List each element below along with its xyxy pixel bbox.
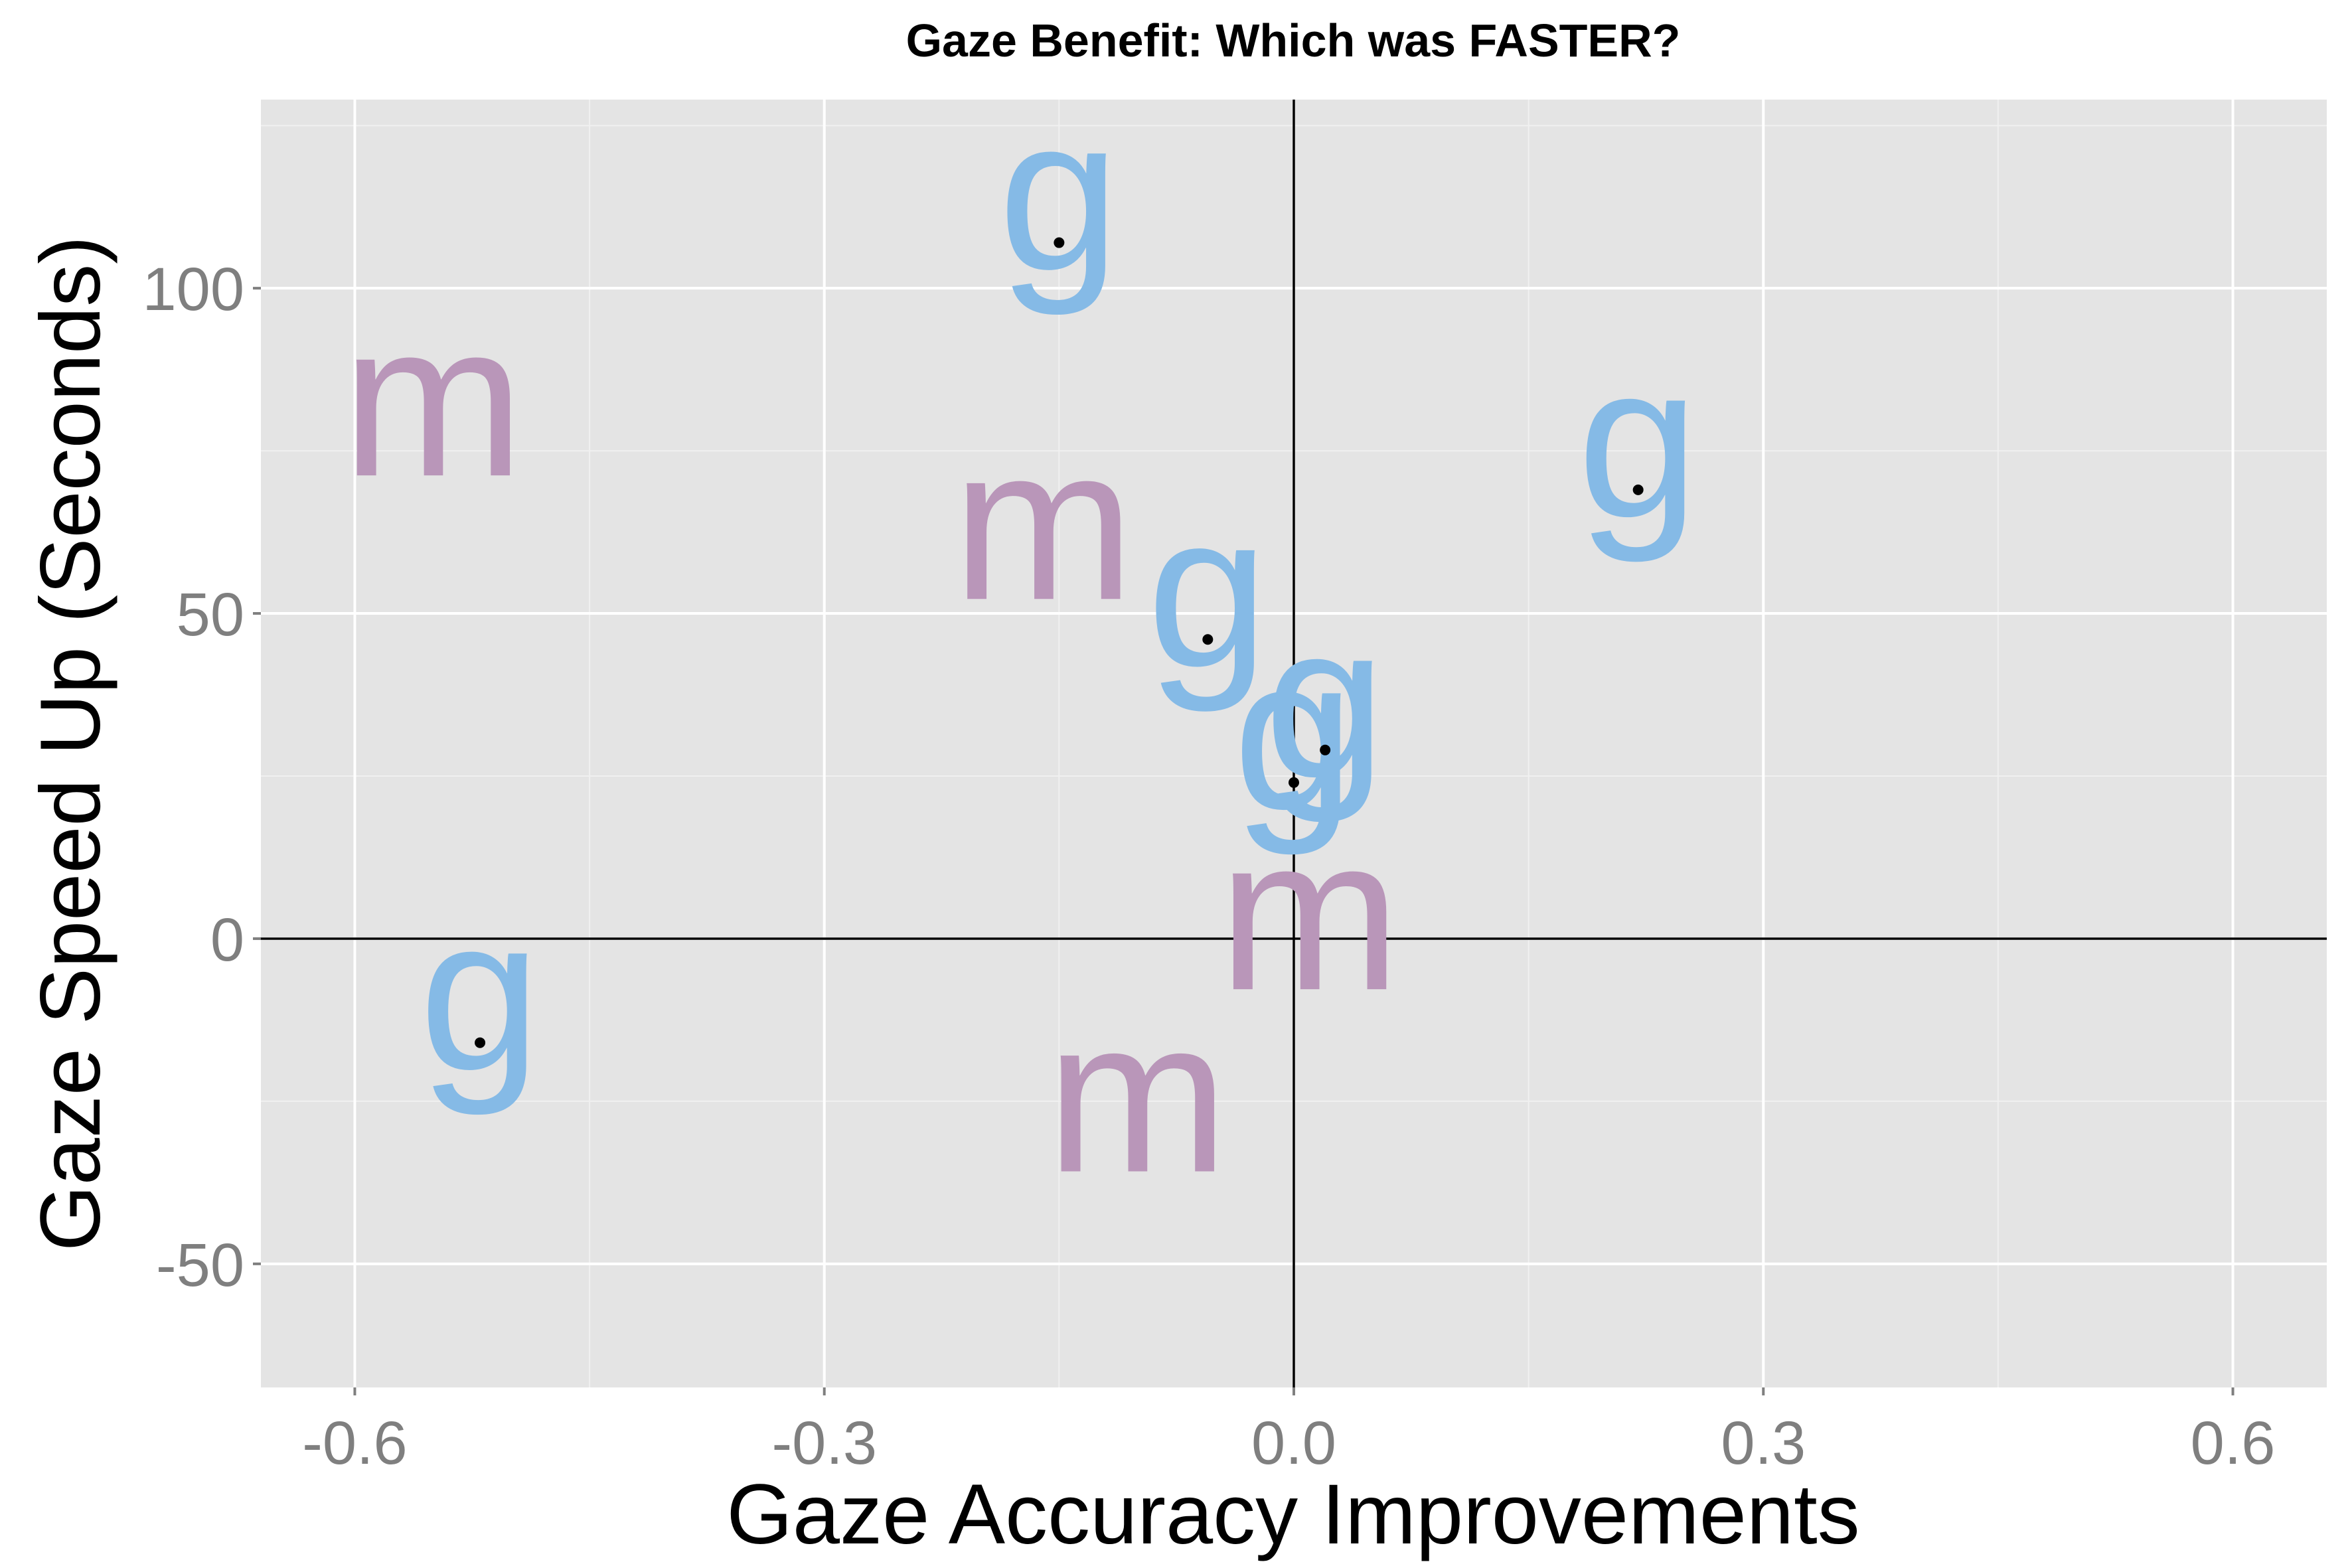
data-point-dot bbox=[1202, 634, 1214, 645]
point-label-m: m bbox=[1218, 791, 1401, 1036]
data-point-dot bbox=[1632, 484, 1644, 495]
y-axis-ticks: -50 0 50 100 bbox=[143, 256, 261, 1299]
x-axis-title: Gaze Accuracy Improvements bbox=[726, 1467, 1859, 1562]
data-point-dot bbox=[1054, 237, 1065, 248]
y-tick-label: -50 bbox=[156, 1231, 244, 1299]
point-label-g: g bbox=[1147, 467, 1269, 714]
data-point-dot bbox=[1289, 777, 1299, 788]
point-label-m: m bbox=[342, 277, 524, 522]
x-tick-label: 0.0 bbox=[1251, 1409, 1336, 1477]
reference-lines bbox=[261, 100, 2327, 1387]
point-label-m: m bbox=[952, 400, 1135, 645]
x-tick-label: 0.3 bbox=[1721, 1409, 1806, 1477]
point-label-g: g bbox=[419, 871, 541, 1117]
x-axis-ticks: -0.6 -0.3 0.0 0.3 0.6 bbox=[302, 1387, 2275, 1477]
y-tick-label: 50 bbox=[177, 581, 244, 649]
data-point-dot bbox=[1320, 744, 1331, 755]
y-tick-label: 100 bbox=[143, 256, 245, 323]
x-tick-label: -0.6 bbox=[302, 1409, 408, 1477]
x-tick-label: -0.3 bbox=[771, 1409, 877, 1477]
x-tick-label: 0.6 bbox=[2191, 1409, 2276, 1477]
data-point-dot bbox=[475, 1037, 486, 1048]
y-axis-title: Gaze Speed Up (Seconds) bbox=[23, 236, 118, 1251]
y-tick-label: 0 bbox=[210, 906, 244, 974]
point-label-m: m bbox=[1046, 973, 1229, 1217]
point-label-g: g bbox=[1264, 578, 1386, 824]
point-label-g: g bbox=[998, 71, 1121, 317]
point-label-g: g bbox=[1233, 611, 1355, 857]
chart-title: Gaze Benefit: Which was FASTER? bbox=[906, 15, 1681, 66]
point-label-g: g bbox=[1577, 318, 1699, 564]
